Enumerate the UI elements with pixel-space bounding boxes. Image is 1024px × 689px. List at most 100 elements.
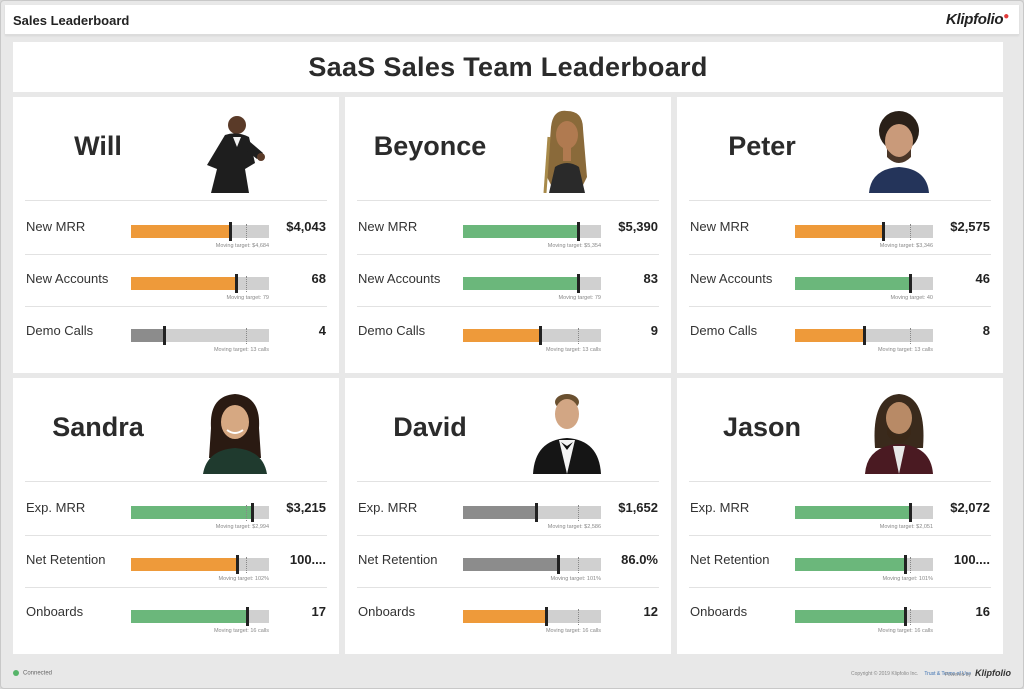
divider xyxy=(25,306,327,307)
rep-name: Will xyxy=(74,131,122,161)
bar-fill xyxy=(795,506,910,519)
rep-name: Peter xyxy=(728,131,796,161)
target-line xyxy=(910,224,911,240)
metric-value: $1,652 xyxy=(618,500,658,515)
metric-label: Net Retention xyxy=(26,552,106,567)
target-line xyxy=(910,609,911,625)
metric-label: New MRR xyxy=(690,219,750,234)
bullet-bar xyxy=(463,274,601,293)
metric-row: Exp. MRR $1,652 Moving target: $2,586 xyxy=(345,484,671,536)
dashboard-title: SaaS Sales Team Leaderboard xyxy=(308,52,708,82)
moving-target: Moving target: 40 xyxy=(890,295,934,301)
target-line xyxy=(578,609,579,625)
metric-label: New MRR xyxy=(358,219,418,234)
klipfolio-logo[interactable]: Klipfolio● xyxy=(946,11,1009,28)
metric-label: Onboards xyxy=(26,604,84,619)
bar-marker xyxy=(904,607,907,626)
bar-marker xyxy=(251,503,254,522)
connection-status: Connected xyxy=(13,670,52,677)
moving-target: Moving target: $2,994 xyxy=(215,524,269,530)
metric-row: Demo Calls 9 Moving target: 13 calls xyxy=(345,307,671,359)
metric-row: New MRR $5,390 Moving target: $5,354 xyxy=(345,203,671,255)
metric-label: Demo Calls xyxy=(358,323,426,338)
terms-link[interactable]: Trust & Terms of Use xyxy=(924,671,971,677)
metric-row: New Accounts 83 Moving target: 79 xyxy=(345,255,671,307)
sandra-photo xyxy=(203,394,267,474)
moving-target: Moving target: 102% xyxy=(218,576,269,582)
metric-value: 46 xyxy=(975,271,990,286)
moving-target: Moving target: 16 calls xyxy=(545,628,601,634)
metric-value: 83 xyxy=(643,271,658,286)
divider xyxy=(689,481,991,482)
bullet-bar xyxy=(131,326,269,345)
bar-marker xyxy=(577,274,580,293)
bar-fill xyxy=(463,506,536,519)
divider xyxy=(689,200,991,201)
footer-copyright: Copyright © 2019 Klipfolio Inc. Trust & T… xyxy=(851,671,971,677)
rep-name: Sandra xyxy=(52,412,144,442)
moving-target: Moving target: 13 calls xyxy=(213,347,269,353)
powered-by-label: Powered by xyxy=(944,672,971,678)
metric-value: 100.... xyxy=(953,552,990,567)
status-dot-icon xyxy=(13,670,19,676)
divider xyxy=(357,254,659,255)
divider xyxy=(357,481,659,482)
rep-name: Beyonce xyxy=(373,131,487,161)
card-peter: Peter New MRR $2,575 Moving target: $3,3… xyxy=(677,97,1003,373)
metric-label: New Accounts xyxy=(690,271,773,286)
bullet-bar xyxy=(131,503,269,522)
brand-text: Klipfolio xyxy=(945,11,1004,28)
metric-row: New Accounts 46 Moving target: 40 xyxy=(677,255,1003,307)
metric-value: $5,390 xyxy=(618,219,658,234)
bar-marker xyxy=(539,326,542,345)
bar-marker xyxy=(882,222,885,241)
bar-fill xyxy=(463,558,558,571)
target-line xyxy=(246,276,247,292)
target-line xyxy=(578,557,579,573)
moving-target: Moving target: $2,051 xyxy=(879,524,933,530)
metric-row: Demo Calls 8 Moving target: 13 calls xyxy=(677,307,1003,359)
bullet-bar xyxy=(131,222,269,241)
david-photo xyxy=(533,394,601,474)
bullet-bar xyxy=(795,503,933,522)
divider xyxy=(25,254,327,255)
bar-marker xyxy=(246,607,249,626)
bullet-bar xyxy=(131,274,269,293)
divider xyxy=(25,481,327,482)
target-line xyxy=(578,328,579,344)
bar-fill xyxy=(131,506,252,519)
powered-by[interactable]: Powered by Klipfolio xyxy=(945,668,1011,678)
bar-marker xyxy=(236,555,239,574)
card-sandra: Sandra Exp. MRR $3,215 Moving target: $2… xyxy=(13,378,339,654)
moving-target: Moving target: $4,684 xyxy=(215,243,269,249)
card-beyonce: Beyonce New MRR $5,390 Moving target: $5… xyxy=(345,97,671,373)
metric-value: 4 xyxy=(318,323,326,338)
peter-photo xyxy=(869,111,929,193)
bullet-bar xyxy=(795,222,933,241)
metric-label: Net Retention xyxy=(358,552,438,567)
metric-value: 68 xyxy=(311,271,326,286)
metric-label: Demo Calls xyxy=(26,323,94,338)
powered-brand: Klipfolio xyxy=(975,668,1011,678)
bar-fill xyxy=(463,329,540,342)
bullet-bar xyxy=(463,607,601,626)
moving-target: Moving target: $3,346 xyxy=(879,243,933,249)
bar-fill xyxy=(795,610,905,623)
target-line xyxy=(910,557,911,573)
bullet-bar xyxy=(463,503,601,522)
divider xyxy=(25,535,327,536)
bar-fill xyxy=(131,610,247,623)
metric-row: New MRR $2,575 Moving target: $3,346 xyxy=(677,203,1003,255)
rep-name: David xyxy=(393,412,467,442)
metric-value: 100.... xyxy=(289,552,326,567)
moving-target: Moving target: 79 xyxy=(558,295,602,301)
bar-fill xyxy=(131,558,237,571)
target-line xyxy=(910,328,911,344)
metric-row: Demo Calls 4 Moving target: 13 calls xyxy=(13,307,339,359)
target-line xyxy=(246,224,247,240)
metric-label: Onboards xyxy=(690,604,748,619)
metric-label: Exp. MRR xyxy=(690,500,750,515)
moving-target: Moving target: 16 calls xyxy=(877,628,933,634)
moving-target: Moving target: 79 xyxy=(226,295,270,301)
